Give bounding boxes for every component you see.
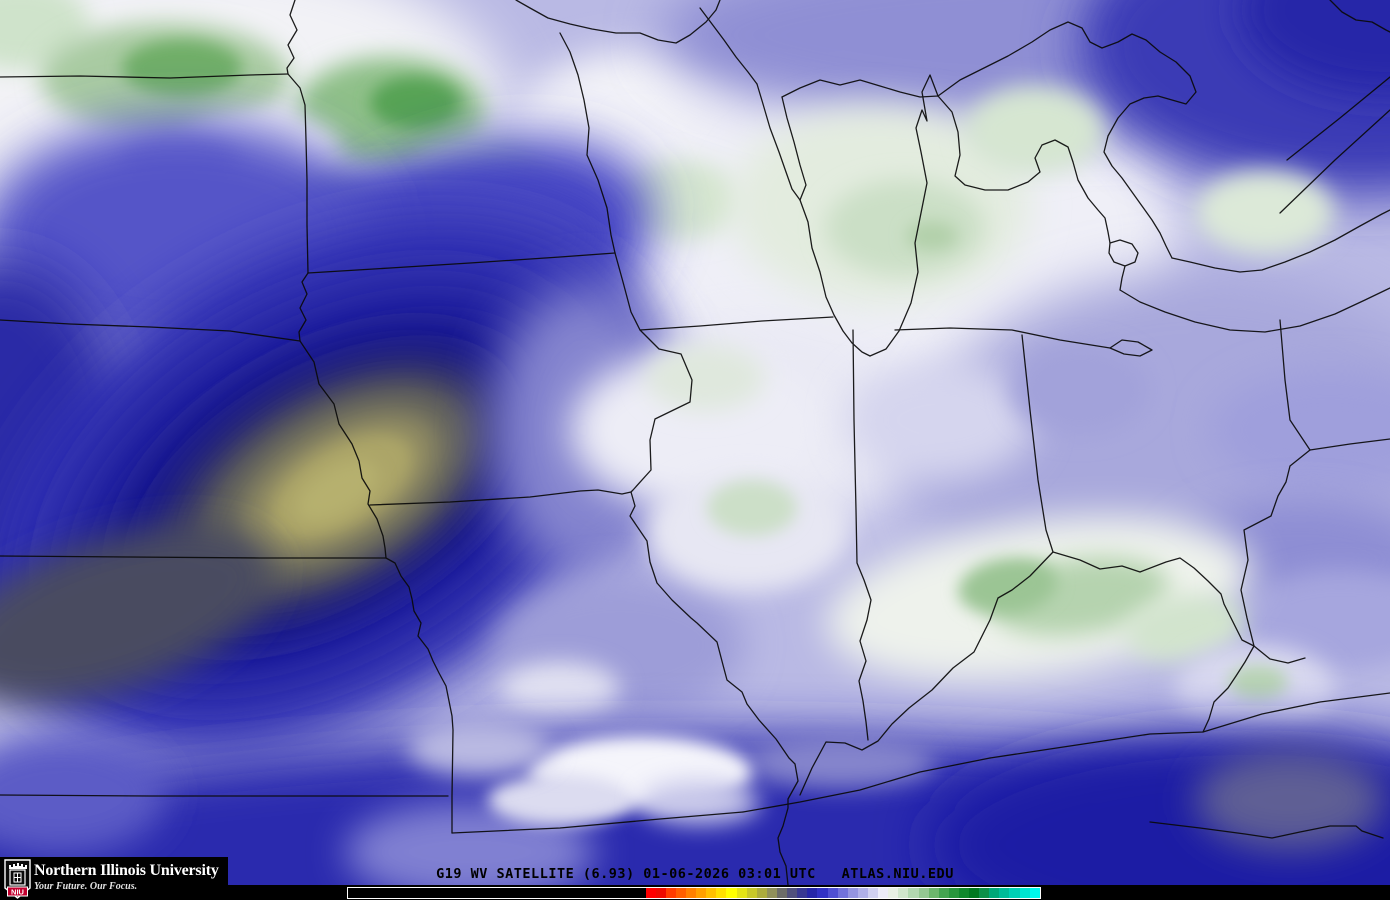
up-south-shore <box>781 79 939 98</box>
colorbar-black-segment <box>348 888 646 898</box>
border-ky-tn <box>742 757 991 813</box>
lake-michigan-west <box>799 199 871 357</box>
colorbar-segment <box>685 888 697 898</box>
border-nc-tn <box>1149 821 1384 839</box>
border-big-sioux <box>298 272 309 342</box>
image-caption: G19 WV SATELLITE (6.93) 01-06-2026 03:01… <box>436 866 954 882</box>
detroit-river <box>1119 265 1126 291</box>
colorbar-segment <box>756 888 767 898</box>
ohio-river <box>799 551 1306 796</box>
colorbar-segment <box>675 888 686 898</box>
colorbar-segment <box>1029 888 1040 898</box>
colorbar-segment <box>766 888 777 898</box>
colorbar-segment <box>837 888 848 898</box>
lake-st-clair <box>1108 239 1139 267</box>
border-mn-wi <box>559 32 616 254</box>
colorbar-segment <box>958 888 970 898</box>
border-mi-in-oh <box>894 327 1111 349</box>
border-il-in-wabash <box>852 329 872 741</box>
colorbar-segment <box>817 888 828 898</box>
border-ky-wv <box>1202 645 1255 733</box>
colorbar-segment <box>908 888 919 898</box>
colorbar-segment <box>867 888 879 898</box>
colorbar-segment <box>979 888 990 898</box>
border-ky-va <box>989 692 1390 759</box>
colorbar-segment <box>938 888 949 898</box>
border-in-oh <box>1021 334 1054 553</box>
colorbar-segment <box>969 888 980 898</box>
colorbar-segment <box>665 888 676 898</box>
colorbar-segment <box>696 888 707 898</box>
colorbar-segment <box>878 888 889 898</box>
colorbar-segment <box>827 888 838 898</box>
niu-logo-text: NIU <box>11 887 24 896</box>
border-ia-mo <box>369 489 632 506</box>
border-red-river <box>286 0 298 75</box>
border-missouri-river <box>299 340 454 834</box>
colorbar <box>347 887 1041 899</box>
colorbar-segment <box>857 888 868 898</box>
lake-michigan-east <box>869 74 939 357</box>
border-ne-ks <box>0 555 387 559</box>
border-pa-south <box>1309 438 1390 451</box>
canada-border-huron-1 <box>1286 76 1390 161</box>
colorbar-segment <box>787 888 798 898</box>
border-sd-ne <box>0 319 301 342</box>
colorbar-segment <box>999 888 1010 898</box>
border-mn-ia <box>307 252 616 274</box>
colorbar-segment <box>989 888 1000 898</box>
canada-border-huron-2 <box>1279 109 1390 214</box>
border-nd-sd <box>0 73 289 79</box>
lake-erie-south <box>1119 287 1390 333</box>
colorbar-segment <box>898 888 909 898</box>
colorbar-segment <box>645 888 656 898</box>
border-wi-il <box>639 316 834 331</box>
colorbar-segment <box>776 888 788 898</box>
border-oh-pa <box>1279 319 1311 451</box>
georgian-bay-islands <box>1329 0 1390 33</box>
colorbar-segment <box>918 888 929 898</box>
colorbar-segment <box>948 888 959 898</box>
border-mississippi-upper <box>614 252 799 885</box>
colorbar-segment <box>888 888 899 898</box>
colorbar-segment <box>706 888 717 898</box>
colorbar-segment <box>847 888 858 898</box>
colorbar-segment <box>746 888 757 898</box>
niu-logo-icon: NIU <box>4 859 31 899</box>
border-wi-mi <box>699 7 758 85</box>
lake-superior <box>515 0 721 44</box>
lake-erie-north <box>1171 209 1390 273</box>
lake-huron-north <box>937 21 1197 259</box>
door-peninsula <box>781 96 807 201</box>
colorbar-segment <box>928 888 939 898</box>
border-mn-sd <box>287 73 309 274</box>
colorbar-segment <box>726 888 737 898</box>
colorbar-segment <box>1019 888 1030 898</box>
border-mo-ar <box>451 811 744 834</box>
colorbar-segment <box>716 888 727 898</box>
border-oh-wv <box>1240 449 1311 647</box>
border-ks-ok <box>0 794 449 797</box>
footer-bar <box>0 885 1390 900</box>
lake-erie-west-tip <box>1109 339 1153 357</box>
colorbar-segment <box>655 888 666 898</box>
university-name: Northern Illinois University <box>34 862 219 879</box>
colorbar-segment <box>797 888 808 898</box>
colorbar-segment <box>736 888 747 898</box>
michigan-huron-shore <box>937 95 1111 244</box>
colorbar-segment <box>807 888 818 898</box>
green-bay <box>756 83 801 201</box>
colorbar-segment <box>1009 888 1020 898</box>
university-tagline: Your Future. Our Focus. <box>34 881 138 892</box>
niu-branding-block: NIU Northern Illinois University Your Fu… <box>0 857 228 900</box>
